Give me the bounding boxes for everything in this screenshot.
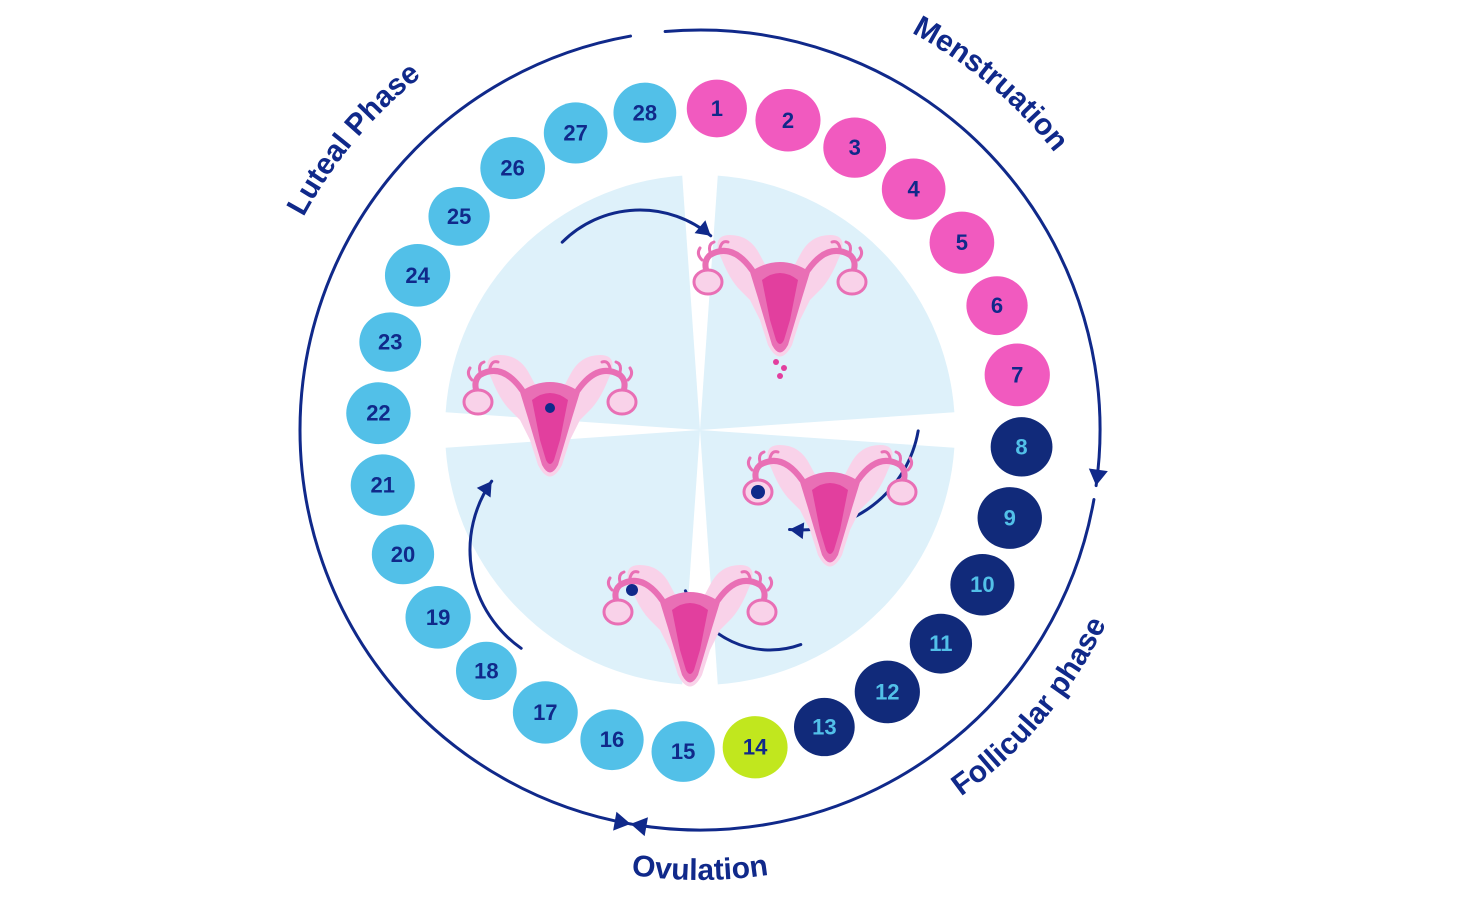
- day-11-label: 11: [929, 631, 952, 656]
- phase-label-menstruation: Menstruation: [908, 10, 1075, 157]
- cycle-diagram: 1234567891011121314151617181920212223242…: [0, 0, 1480, 904]
- day-14-label: 14: [743, 735, 768, 760]
- phase-label-ovulation: Ovulation: [630, 849, 770, 887]
- day-4-label: 4: [908, 177, 921, 202]
- day-23-label: 23: [378, 330, 402, 355]
- day-2-label: 2: [782, 108, 794, 133]
- day-26-label: 26: [500, 156, 524, 181]
- day-1-label: 1: [711, 96, 723, 121]
- day-27-label: 27: [563, 120, 587, 145]
- day-28-label: 28: [633, 100, 657, 125]
- day-21-label: 21: [371, 473, 395, 498]
- day-5-label: 5: [956, 230, 968, 255]
- phase-label-luteal-phase: Luteal Phase: [281, 56, 426, 220]
- day-12-label: 12: [875, 679, 899, 704]
- day-18-label: 18: [474, 658, 498, 683]
- day-24-label: 24: [405, 263, 430, 288]
- day-22-label: 22: [366, 401, 390, 426]
- day-6-label: 6: [991, 293, 1003, 318]
- day-20-label: 20: [391, 542, 415, 567]
- day-25-label: 25: [447, 204, 471, 229]
- day-10-label: 10: [970, 572, 994, 597]
- day-3-label: 3: [849, 135, 861, 160]
- day-15-label: 15: [671, 739, 695, 764]
- day-17-label: 17: [533, 700, 557, 725]
- day-7-label: 7: [1011, 362, 1023, 387]
- day-19-label: 19: [426, 605, 450, 630]
- day-16-label: 16: [600, 727, 624, 752]
- day-9-label: 9: [1004, 505, 1016, 530]
- day-13-label: 13: [812, 715, 836, 740]
- day-8-label: 8: [1015, 434, 1027, 459]
